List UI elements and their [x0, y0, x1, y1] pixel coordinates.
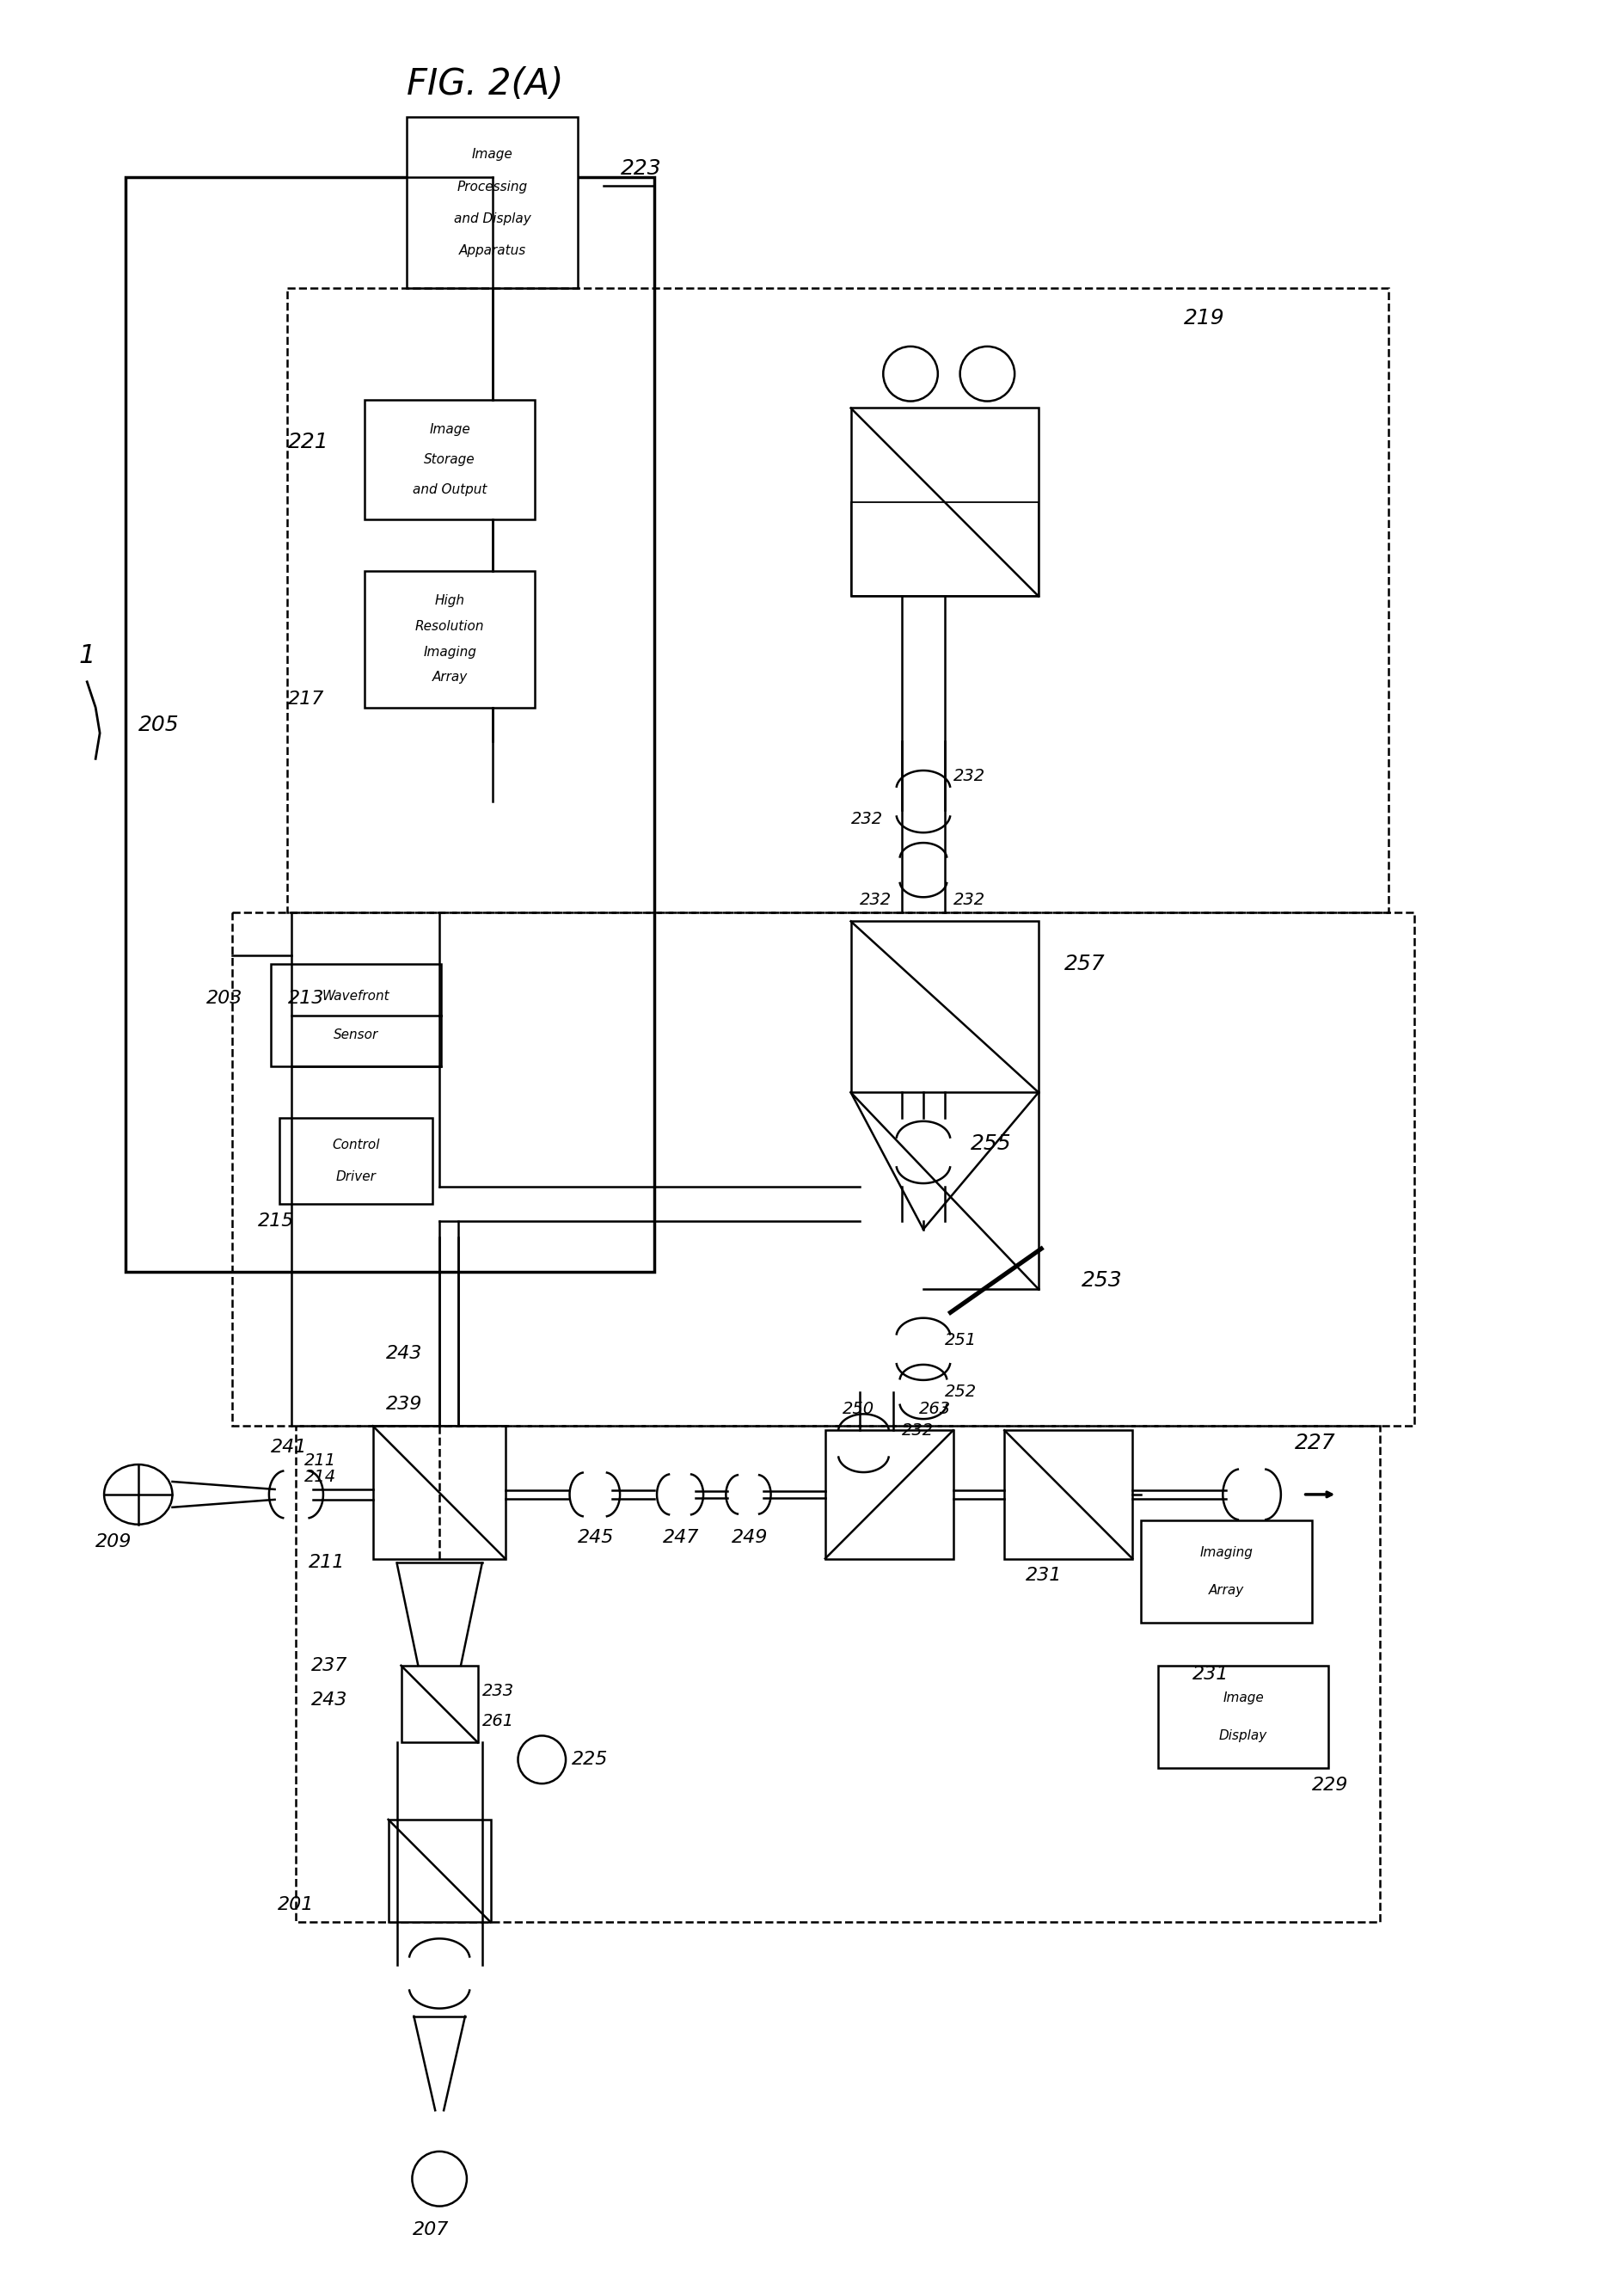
- Text: Processing: Processing: [458, 181, 528, 193]
- Text: 214: 214: [305, 1469, 337, 1486]
- Text: 251: 251: [944, 1332, 976, 1348]
- Text: 241: 241: [270, 1440, 307, 1456]
- Text: 239: 239: [385, 1396, 422, 1414]
- Text: Sensor: Sensor: [334, 1029, 379, 1040]
- Bar: [365, 572, 535, 707]
- Text: 231: 231: [1026, 1568, 1062, 1584]
- Bar: [296, 1426, 1380, 1922]
- Bar: [233, 914, 1413, 1426]
- Text: Imaging: Imaging: [422, 645, 477, 659]
- Text: Imaging: Imaging: [1200, 1545, 1253, 1559]
- Bar: [1158, 1665, 1328, 1768]
- Text: 211: 211: [305, 1451, 337, 1469]
- Text: Control: Control: [332, 1139, 379, 1150]
- Text: 219: 219: [1184, 308, 1224, 328]
- Bar: [389, 1818, 491, 1922]
- Text: 263: 263: [919, 1401, 951, 1417]
- Text: 223: 223: [620, 158, 662, 179]
- Text: Display: Display: [1219, 1729, 1267, 1743]
- Text: 257: 257: [1065, 953, 1105, 974]
- Bar: [287, 289, 1389, 914]
- Text: 221: 221: [287, 432, 329, 452]
- Text: 255: 255: [970, 1134, 1012, 1155]
- Text: 213: 213: [287, 990, 324, 1008]
- Text: Apparatus: Apparatus: [459, 243, 527, 257]
- Text: 243: 243: [312, 1692, 349, 1708]
- Text: 217: 217: [287, 691, 324, 707]
- Bar: [851, 409, 1039, 597]
- Text: 232: 232: [954, 891, 984, 909]
- Text: 225: 225: [572, 1752, 609, 1768]
- Text: 207: 207: [413, 2223, 450, 2239]
- Text: 229: 229: [1312, 1777, 1347, 1793]
- Bar: [373, 1426, 506, 1559]
- Bar: [851, 921, 1039, 1093]
- Bar: [851, 503, 1039, 597]
- Bar: [365, 400, 535, 519]
- Bar: [402, 1665, 479, 1743]
- Text: and Display: and Display: [454, 211, 532, 225]
- Text: 211: 211: [308, 1554, 345, 1570]
- Text: 231: 231: [1192, 1665, 1229, 1683]
- Text: 232: 232: [954, 767, 984, 783]
- Text: 232: 232: [903, 1421, 935, 1440]
- Text: Wavefront: Wavefront: [323, 990, 390, 1003]
- Text: 261: 261: [482, 1713, 514, 1729]
- Text: 209: 209: [96, 1534, 132, 1550]
- Text: 1: 1: [79, 643, 95, 668]
- Text: Driver: Driver: [336, 1171, 376, 1182]
- Bar: [1140, 1520, 1312, 1623]
- Text: 201: 201: [278, 1896, 313, 1913]
- Bar: [1004, 1430, 1132, 1559]
- Text: 215: 215: [257, 1212, 294, 1228]
- Text: and Output: and Output: [413, 482, 487, 496]
- Text: Array: Array: [1209, 1584, 1245, 1598]
- Text: 243: 243: [385, 1345, 422, 1362]
- Text: 227: 227: [1294, 1433, 1336, 1453]
- Bar: [406, 117, 578, 289]
- Text: Image: Image: [429, 422, 471, 436]
- Text: 233: 233: [482, 1683, 514, 1699]
- Text: Resolution: Resolution: [414, 620, 485, 634]
- Text: Image: Image: [1222, 1692, 1264, 1704]
- Text: Image: Image: [472, 149, 512, 161]
- Bar: [279, 1118, 432, 1203]
- Text: 237: 237: [312, 1658, 349, 1674]
- Bar: [270, 964, 442, 1068]
- Text: Array: Array: [432, 670, 467, 684]
- Text: 247: 247: [663, 1529, 700, 1545]
- Text: 249: 249: [731, 1529, 768, 1545]
- Text: High: High: [435, 595, 464, 606]
- Text: 232: 232: [859, 891, 891, 909]
- Text: 250: 250: [842, 1401, 874, 1417]
- Text: 252: 252: [944, 1384, 976, 1401]
- Bar: [125, 177, 655, 1272]
- Text: 245: 245: [578, 1529, 613, 1545]
- Text: 253: 253: [1081, 1270, 1123, 1290]
- Text: FIG. 2(A): FIG. 2(A): [406, 67, 564, 101]
- Text: 203: 203: [207, 990, 243, 1008]
- Text: 232: 232: [851, 810, 883, 827]
- Bar: [825, 1430, 954, 1559]
- Text: 205: 205: [138, 714, 180, 735]
- Text: Storage: Storage: [424, 452, 475, 466]
